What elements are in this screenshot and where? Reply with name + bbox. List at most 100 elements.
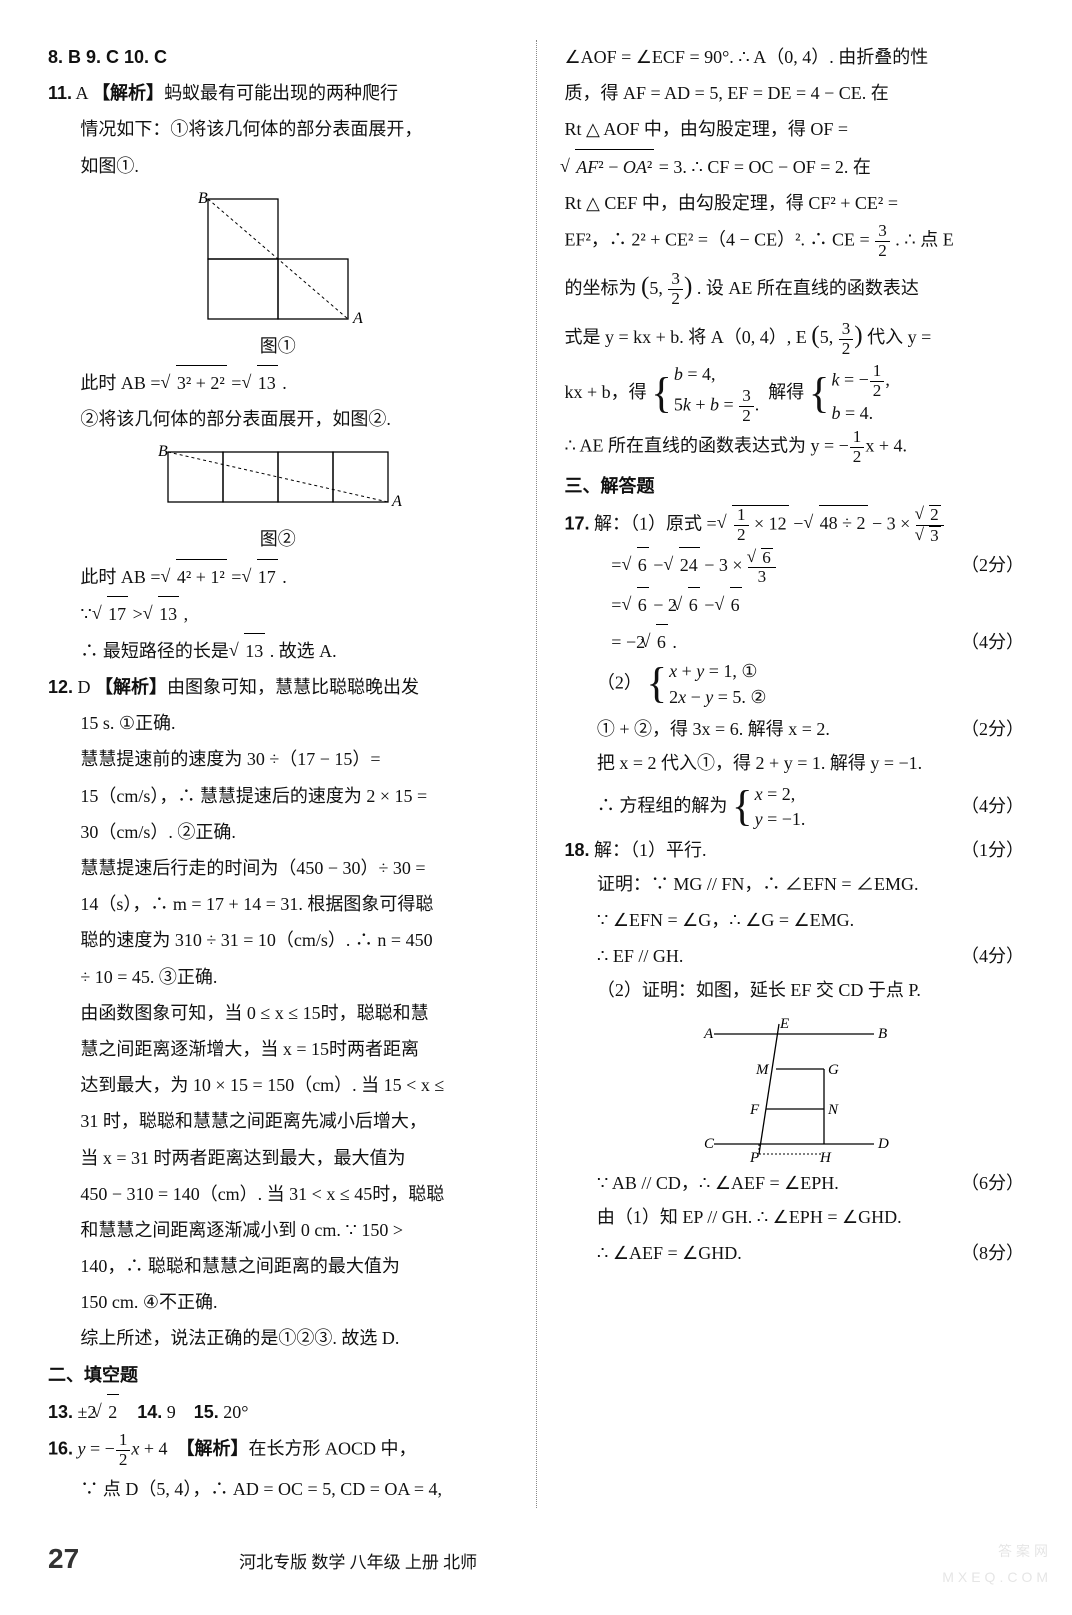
q11-calc1c: . xyxy=(282,373,287,393)
r-cont6b: . ∴ 点 E xyxy=(895,229,953,249)
r-cont6a: EF²，∴ 2² + CE² =（4 − CE）². ∴ CE = xyxy=(565,229,875,249)
q11-l1: 蚂蚁最有可能出现的两种爬行 xyxy=(164,83,398,103)
watermark: 答案网 MXEQ.COM xyxy=(942,1538,1052,1591)
q12-l6: 慧慧提速后行走的时间为（450 − 30）÷ 30 = xyxy=(48,851,508,885)
q12-l9: ÷ 10 = 45. ③正确. xyxy=(48,960,508,994)
svg-text:P: P xyxy=(749,1150,759,1164)
q17-p2: （2） xyxy=(597,673,642,693)
r-cont10a: ∴ AE 所在直线的函数表达式为 y = − xyxy=(565,435,849,455)
q12-num: 12. xyxy=(48,677,73,697)
q12-l10: 由函数图象可知，当 0 ≤ x ≤ 15时，聪聪和慧 xyxy=(48,996,508,1030)
q11-calc2a: 此时 AB = xyxy=(80,567,165,587)
q12-ans: D xyxy=(78,677,91,697)
q18-l3: ∵ ∠EFN = ∠G，∴ ∠G = ∠EMG. xyxy=(565,903,1025,937)
r-cont8b: 代入 y = xyxy=(867,327,931,347)
q18-figure: A B C D E M G F N P H xyxy=(565,1014,1025,1164)
svg-text:A: A xyxy=(352,310,363,327)
svg-text:N: N xyxy=(827,1102,839,1118)
q17-l1a: 解：（1）原式 = xyxy=(594,513,721,533)
q18-l5: （2）证明：如图，延长 EF 交 CD 于点 P. xyxy=(565,973,1025,1007)
q12-l2: 15 s. ①正确. xyxy=(48,706,508,740)
q11-fig1: B A 图① xyxy=(48,189,508,363)
q18-l7: 由（1）知 EP // GH. ∴ ∠EPH = ∠GHD. xyxy=(565,1200,1025,1234)
q14-val: 9 xyxy=(167,1402,176,1422)
r-cont2: 质，得 AF = AD = 5, EF = DE = 4 − CE. 在 xyxy=(565,76,1025,110)
q17-s1: （2分） xyxy=(953,548,1024,582)
q18-num: 18. xyxy=(565,840,590,860)
q18-s4: （8分） xyxy=(953,1236,1024,1270)
section-3: 三、解答题 xyxy=(565,469,1025,503)
q17-l5: ① + ②，得 3x = 6. 解得 x = 2. xyxy=(597,712,830,746)
r-cont9a: kx + b，得 xyxy=(565,382,647,402)
q17-s3: （2分） xyxy=(953,712,1024,746)
r-cont1: ∠AOF = ∠ECF = 90°. ∴ A（0, 4）. 由折叠的性 xyxy=(565,40,1025,74)
q11-fig2: B A 图② xyxy=(48,442,508,556)
svg-text:H: H xyxy=(819,1150,832,1164)
q12-l1: 由图象可知，慧慧比聪聪晚出发 xyxy=(167,677,419,697)
q12-tag: 【解析】 xyxy=(95,677,167,697)
q12-l5: 30（cm/s）. ②正确. xyxy=(48,815,508,849)
svg-text:A: A xyxy=(391,493,402,510)
svg-text:G: G xyxy=(828,1062,839,1078)
r-cont5: Rt △ CEF 中，由勾股定理，得 CF² + CE² = xyxy=(565,186,1025,220)
q17-s4: （4分） xyxy=(953,789,1024,823)
q11-tag: 【解析】 xyxy=(92,83,164,103)
q11-l4: ②将该几何体的部分表面展开，如图②. xyxy=(48,402,508,436)
q12-l15: 450 − 310 = 140（cm）. 当 31 < x ≤ 45时，聪聪 xyxy=(48,1177,508,1211)
q16-num: 16. xyxy=(48,1438,73,1458)
q12-l12: 达到最大，为 10 × 15 = 150（cm）. 当 15 < x ≤ xyxy=(48,1068,508,1102)
page-footer: 27 河北专版 数学 八年级 上册 北师 xyxy=(48,1532,1024,1585)
q11-l2: 情况如下：①将该几何体的部分表面展开， xyxy=(48,112,508,146)
q17-l6: 把 x = 2 代入①，得 2 + y = 1. 解得 y = −1. xyxy=(565,746,1025,780)
q12-l13: 31 时，聪聪和慧慧之间距离先减小后增大， xyxy=(48,1104,508,1138)
q11-l3: 如图①. xyxy=(48,149,508,183)
r-cont9b: 解得 xyxy=(768,382,804,402)
q12-l11: 慧之间距离逐渐增大，当 x = 15时两者距离 xyxy=(48,1032,508,1066)
q12-l16: 和慧慧之间距离逐渐减小到 0 cm. ∵ 150 > xyxy=(48,1213,508,1247)
q12-l19: 综上所述，说法正确的是①②③. 故选 D. xyxy=(48,1321,508,1355)
q17-s2: （4分） xyxy=(953,625,1024,659)
q12-l7: 14（s），∴ m = 17 + 14 = 31. 根据图象可得聪 xyxy=(48,887,508,921)
q18-l2: 证明：∵ MG // FN，∴ ∠EFN = ∠EMG. xyxy=(565,867,1025,901)
svg-text:E: E xyxy=(779,1016,789,1032)
q18-l4: ∴ EF // GH. xyxy=(597,939,683,973)
svg-text:D: D xyxy=(877,1136,889,1152)
svg-text:F: F xyxy=(749,1102,760,1118)
svg-text:B: B xyxy=(878,1026,887,1042)
footer-info: 河北专版 数学 八年级 上册 北师 xyxy=(239,1547,477,1579)
q11-num: 11. xyxy=(48,83,72,103)
q16-l2: ∵ 点 D（5, 4），∴ AD = OC = 5, CD = OA = 4, xyxy=(48,1472,508,1506)
q16-l1: 在长方形 AOCD 中， xyxy=(249,1438,417,1458)
answers-8-10: 8. B 9. C 10. C xyxy=(48,47,167,67)
svg-text:B: B xyxy=(198,190,208,207)
q12-l3: 慧慧提速前的速度为 30 ÷（17 − 15）= xyxy=(48,742,508,776)
q11-calc1a: 此时 AB = xyxy=(80,373,165,393)
wm-l1: 答案网 xyxy=(942,1538,1052,1565)
q11-calc2c: . xyxy=(282,567,287,587)
q15-num: 15. xyxy=(194,1402,219,1422)
fig1-caption: 图① xyxy=(48,329,508,363)
svg-text:C: C xyxy=(704,1136,715,1152)
q18-l6: ∵ AB // CD，∴ ∠AEF = ∠EPH. xyxy=(597,1166,839,1200)
q12-l17: 140，∴ 聪聪和慧慧之间距离的最大值为 xyxy=(48,1249,508,1283)
q18-s2: （4分） xyxy=(953,939,1024,973)
q12-l4: 15（cm/s），∴ 慧慧提速后的速度为 2 × 15 = xyxy=(48,779,508,813)
q16-tag: 【解析】 xyxy=(177,1438,249,1458)
q11-ans: A xyxy=(76,83,88,103)
r-cont4a: = 3. ∴ CF = OC − OF = 2. 在 xyxy=(659,157,871,177)
page-number: 27 xyxy=(48,1532,79,1585)
q18-l8: ∴ ∠AEF = ∠GHD. xyxy=(597,1236,742,1270)
q18-s1: （1分） xyxy=(953,833,1024,867)
q18-l1: 解：（1）平行. xyxy=(594,840,707,860)
right-column: ∠AOF = ∠ECF = 90°. ∴ A（0, 4）. 由折叠的性 质，得 … xyxy=(565,40,1025,1508)
r-cont8a: 式是 y = kx + b. 将 A（0, 4）, E xyxy=(565,327,807,347)
r-cont10b: x + 4. xyxy=(865,435,907,455)
q12-l8: 聪的速度为 310 ÷ 31 = 10（cm/s）. ∴ n = 450 xyxy=(48,923,508,957)
svg-text:B: B xyxy=(158,443,168,460)
r-cont7b: . 设 AE 所在直线的函数表达 xyxy=(697,278,919,298)
q14-num: 14. xyxy=(137,1402,162,1422)
q11-cmp3: , xyxy=(184,604,189,624)
q17-num: 17. xyxy=(565,513,590,533)
q12-l14: 当 x = 31 时两者距离达到最大，最大值为 xyxy=(48,1141,508,1175)
r-cont3: Rt △ AOF 中，由勾股定理，得 OF = xyxy=(565,112,1025,146)
